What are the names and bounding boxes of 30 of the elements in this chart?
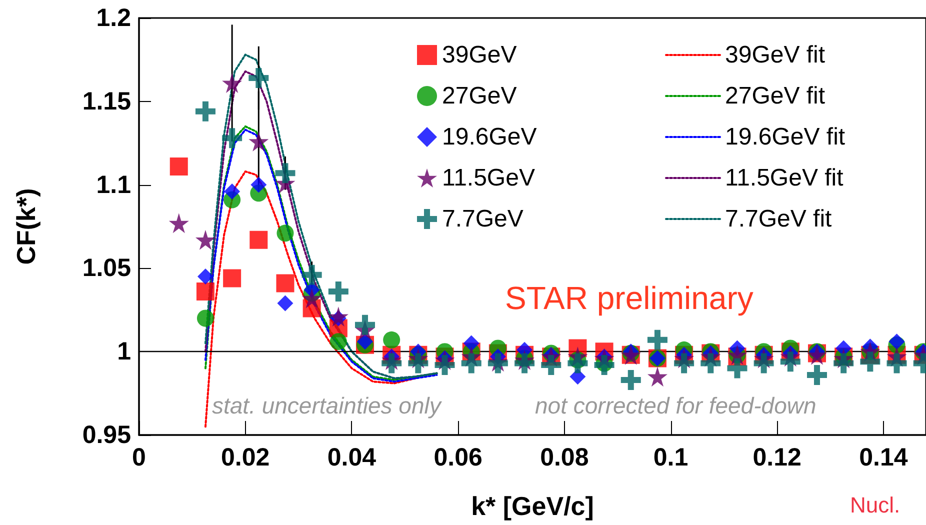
legend-label: 7.7GeV fit — [725, 206, 832, 232]
legend-label: 27GeV — [442, 82, 517, 110]
legend-label: 11.5GeV fit — [725, 164, 844, 192]
legend-label: 19.6GeV — [442, 124, 537, 150]
y-tick-label: 1.2 — [96, 4, 131, 32]
x-axis-title: k* [GeV/c] — [471, 491, 594, 521]
y-tick-label: 1.05 — [82, 254, 132, 282]
legend-label: 39GeV — [442, 42, 517, 68]
y-tick-label: 1 — [117, 338, 132, 366]
x-tick-label: 0.06 — [434, 444, 482, 472]
x-tick-label: 0.14 — [859, 444, 908, 472]
y-tick-label: 1.15 — [82, 87, 132, 116]
y-axis-title: CF(k*) — [11, 188, 41, 265]
x-tick-label: 0 — [132, 444, 146, 472]
annotation: stat. uncertainties only — [212, 392, 442, 418]
x-tick-label: 0.08 — [540, 444, 589, 472]
x-tick-label: 0.12 — [752, 444, 802, 472]
x-tick-label: 0.1 — [653, 444, 688, 472]
legend-label: 39GeV fit — [725, 42, 826, 68]
legend-label: 19.6GeV fit — [725, 124, 846, 150]
legend-label: 27GeV fit — [725, 82, 826, 110]
legend-label: 7.7GeV — [442, 206, 524, 232]
annotation: not corrected for feed-down — [535, 392, 816, 418]
y-tick-label: 1.1 — [96, 170, 132, 199]
x-tick-label: 0.04 — [327, 444, 376, 472]
legend-label: 11.5GeV — [442, 164, 535, 192]
text: Nucl. — [850, 492, 900, 518]
annotation: STAR preliminary — [505, 280, 754, 316]
y-tick-label: 0.95 — [82, 421, 132, 449]
x-tick-label: 0.02 — [221, 444, 270, 472]
